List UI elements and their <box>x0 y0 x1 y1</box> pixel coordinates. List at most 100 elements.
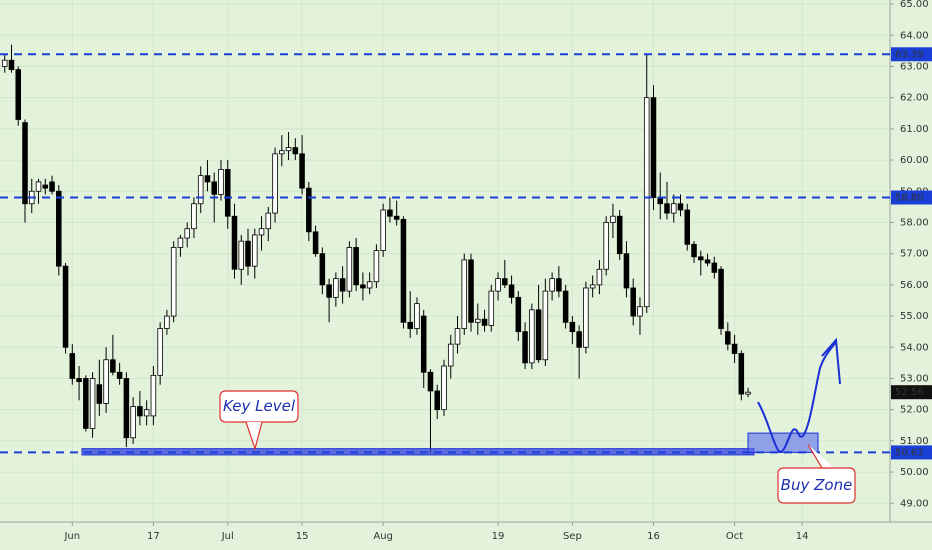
candle-body <box>265 212 272 230</box>
candle-body <box>569 321 576 333</box>
candle-body <box>143 409 150 417</box>
callout-label: Key Level <box>223 397 296 415</box>
candle-body <box>292 147 299 155</box>
candle-body <box>211 181 217 195</box>
candle-body <box>258 228 265 236</box>
candle-body <box>441 365 447 411</box>
candle-body <box>218 169 224 195</box>
candle-body <box>529 309 535 364</box>
candle-body <box>387 209 393 217</box>
candle-body <box>495 278 501 292</box>
candle-body <box>366 281 373 289</box>
candle-body <box>596 268 603 286</box>
buy-zone-box <box>747 432 819 453</box>
candle-body <box>725 331 731 345</box>
candle-body <box>616 215 623 255</box>
candle-body <box>191 203 197 230</box>
candle-body <box>231 215 238 270</box>
candle-body <box>603 222 609 270</box>
candle-body <box>718 268 724 329</box>
last-price-label: 52.56 <box>895 387 924 398</box>
y-tick-label: 53.00 <box>900 373 929 384</box>
x-tick-label: 19 <box>492 531 505 542</box>
candle-body <box>204 175 211 183</box>
candle-body <box>184 228 190 239</box>
x-tick-label: Jun <box>63 531 80 542</box>
callout-box <box>219 390 299 423</box>
candle-body <box>670 203 677 214</box>
candle-body <box>49 181 55 192</box>
candle-body <box>664 203 670 214</box>
candle-body <box>319 253 326 286</box>
x-tick-label: 15 <box>296 531 309 542</box>
candle-body <box>306 187 312 233</box>
x-tick-label: Sep <box>563 531 582 542</box>
candle-body <box>157 328 163 376</box>
y-tick-label: 63.00 <box>900 61 929 72</box>
candle-body <box>312 231 319 255</box>
candle-body <box>522 331 528 364</box>
level-label: 63.39 <box>895 49 924 60</box>
callout-label: Buy Zone <box>781 476 853 494</box>
y-tick-label: 58.00 <box>900 217 929 228</box>
candle-body <box>224 169 231 217</box>
candle-body <box>643 97 650 308</box>
candle-body <box>83 378 89 429</box>
candle-body <box>623 253 630 289</box>
level-tag <box>891 47 932 62</box>
y-tick-label: 64.00 <box>900 30 929 41</box>
y-tick-label: 52.00 <box>900 405 929 416</box>
candle-body <box>704 259 711 264</box>
candle-body <box>380 209 386 251</box>
y-tick-label: 49.00 <box>900 498 929 509</box>
candle-body <box>360 284 366 289</box>
candle-body <box>353 247 359 286</box>
x-tick-label: Oct <box>726 531 743 542</box>
x-tick-label: 17 <box>147 531 160 542</box>
candle-body <box>407 321 413 329</box>
candle-body <box>562 290 569 323</box>
callout-pointer <box>807 444 834 469</box>
x-tick-label: 16 <box>647 531 660 542</box>
candle-body <box>427 371 434 392</box>
candles <box>1 44 751 454</box>
candle-body <box>164 315 170 329</box>
candle-body <box>96 384 103 404</box>
x-tick-label: 14 <box>796 531 809 542</box>
candle-body <box>610 215 616 223</box>
candle-body <box>42 184 49 189</box>
candle-body <box>556 278 562 292</box>
y-tick-label: 61.00 <box>900 124 929 135</box>
candle-body <box>22 122 28 205</box>
candle-body <box>62 265 69 348</box>
candle-body <box>630 287 636 317</box>
last-price-tag <box>891 385 932 400</box>
level-label: 50.63 <box>895 447 924 458</box>
candle-body <box>677 203 684 211</box>
y-tick-label: 50.00 <box>900 467 929 478</box>
candle-body <box>691 243 697 258</box>
candle-body <box>197 175 204 205</box>
candle-body <box>333 278 339 298</box>
level-label: 58.80 <box>895 193 924 204</box>
candle-body <box>447 343 454 367</box>
candle-body <box>373 250 380 283</box>
y-tick-label: 65.00 <box>900 0 929 10</box>
candle-body <box>8 59 15 70</box>
candle-body <box>637 306 643 317</box>
candle-body <box>434 390 440 411</box>
candle-body <box>15 69 22 120</box>
candle-body <box>252 234 258 267</box>
y-tick-label: 57.00 <box>900 249 929 260</box>
candle-body <box>69 353 76 379</box>
y-tick-label: 55.00 <box>900 311 929 322</box>
candle-body <box>116 371 123 379</box>
candle-body <box>698 256 704 261</box>
drawn-arrow <box>757 337 841 453</box>
candle-body <box>150 374 157 417</box>
candle-body <box>170 247 177 317</box>
level-tag <box>891 190 932 205</box>
candle-body <box>738 353 745 395</box>
candle-body <box>326 284 332 298</box>
